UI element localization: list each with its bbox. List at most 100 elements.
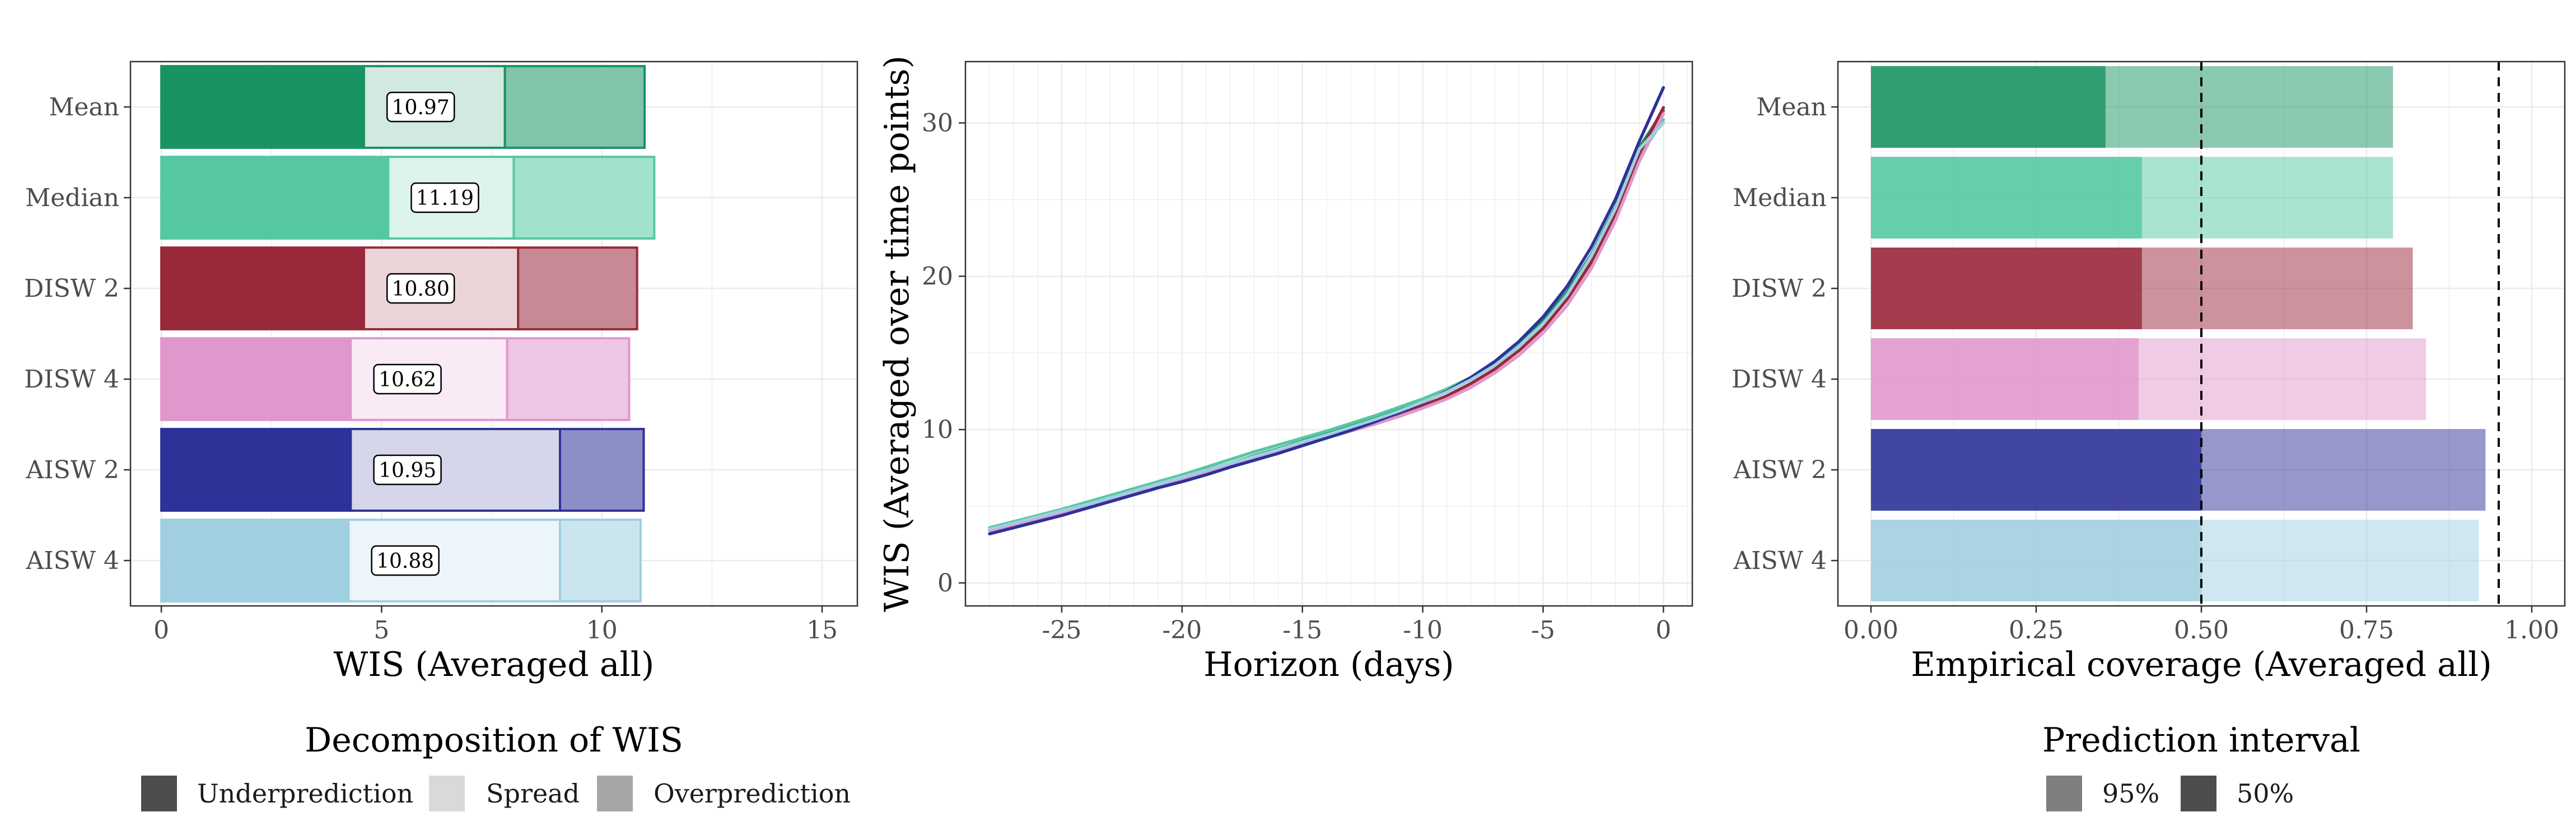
y-tick-label: 20 (922, 262, 953, 291)
y-tick-aisw-2: AISW 2 (25, 456, 119, 484)
coverage-panel-reference-lines (2200, 62, 2500, 606)
bar-mean-50 (1871, 66, 2106, 148)
data-label-text: 10.88 (376, 550, 434, 573)
bar-disw-2-overprediction (517, 246, 638, 330)
horizon-panel-background (965, 62, 1692, 606)
bar-disw-2-50 (1871, 248, 2142, 329)
data-label-text: 10.80 (392, 278, 450, 301)
horizon-panel-y-ticks: 0 10 20 30 (922, 109, 965, 598)
data-label-box (373, 363, 442, 395)
x-tick-label: -25 (1042, 616, 1081, 645)
x-tick-label: 5 (374, 616, 389, 645)
coverage-legend-title: Prediction interval (2042, 721, 2360, 760)
wis-panel-border (129, 60, 858, 607)
y-tick-disw-2: DISW 2 (1732, 274, 1827, 303)
y-tick-mean: Mean (49, 93, 119, 122)
line-series-6 (988, 121, 1665, 531)
y-tick-aisw-4: AISW 4 (25, 547, 119, 575)
y-tick-aisw-4: AISW 4 (1733, 547, 1827, 575)
data-label-box (373, 454, 442, 486)
legend-swatch-95 (2046, 776, 2082, 811)
legend-label-spread: Spread (486, 778, 580, 809)
wis-horizon-panel: -25 -20 -15 -10 -5 0 0 10 20 30 Horizon (days) W… (878, 55, 1693, 684)
y-tick-median: Median (1733, 184, 1827, 212)
data-label-box (386, 273, 455, 304)
x-tick-label: -15 (1282, 616, 1322, 645)
data-label-aisw-2: 10.95 (373, 454, 442, 486)
bar-mean-underprediction (160, 65, 365, 149)
x-tick-label: 0.25 (2009, 616, 2064, 645)
x-tick-label: -10 (1403, 616, 1443, 645)
y-tick-disw-4: DISW 4 (1732, 365, 1827, 394)
data-label-box (410, 182, 479, 213)
wis-panel-background (130, 62, 857, 606)
wis-panel-data-labels: 10.97 11.19 10.80 10.62 10.95 10.88 (371, 91, 479, 576)
data-label-disw-4: 10.62 (373, 363, 442, 395)
data-label-box (371, 545, 440, 576)
bar-median-50 (1871, 157, 2142, 239)
y-tick-label: 0 (937, 569, 953, 598)
data-label-text: 11.19 (416, 187, 474, 210)
bar-median-underprediction (160, 156, 390, 240)
bar-aisw-4-50 (1871, 520, 2201, 601)
data-label-median: 11.19 (410, 182, 479, 213)
legend-label-95: 95% (2102, 778, 2159, 809)
horizon-panel-x-title: Horizon (days) (1203, 645, 1454, 684)
y-tick-label: 10 (922, 416, 953, 444)
x-tick-label: 0.75 (2339, 616, 2394, 645)
coverage-panel-y-ticks: Mean Median DISW 2 DISW 4 AISW 2 AISW 4 (1732, 93, 1838, 575)
bar-disw-4-overprediction (506, 337, 631, 421)
y-tick-aisw-2: AISW 2 (1733, 456, 1827, 484)
x-tick-label: -5 (1531, 616, 1555, 645)
horizon-panel-border (964, 60, 1693, 607)
bar-disw-4-underprediction (160, 337, 352, 421)
bar-aisw-2-50 (1871, 429, 2201, 511)
bar-aisw-4-underprediction (160, 519, 350, 603)
data-label-text: 10.97 (392, 96, 450, 119)
bar-aisw-2-underprediction (160, 428, 352, 512)
x-tick-label: 1.00 (2504, 616, 2559, 645)
coverage-panel-x-ticks: 0.00 0.25 0.50 0.75 1.00 (1844, 606, 2559, 645)
wis-panel-x-ticks: 0 5 10 15 (153, 606, 838, 645)
y-tick-median: Median (25, 184, 119, 212)
legend-label-underprediction: Underprediction (197, 778, 413, 809)
data-label-mean: 10.97 (386, 91, 455, 123)
bar-median-overprediction (512, 156, 656, 240)
data-label-text: 10.95 (379, 459, 436, 482)
data-label-text: 10.62 (379, 368, 436, 391)
legend-label-overprediction: Overprediction (654, 778, 851, 809)
wis-legend-title: Decomposition of WIS (305, 721, 683, 760)
x-tick-label: 0.50 (2174, 616, 2229, 645)
line-series-5 (988, 86, 1665, 536)
y-tick-mean: Mean (1756, 93, 1827, 122)
horizon-panel-y-title: WIS (Averaged over time points) (878, 55, 917, 612)
data-label-box (386, 91, 455, 123)
bar-aisw-4-overprediction (559, 519, 642, 603)
x-tick-label: -20 (1162, 616, 1202, 645)
x-tick-label: 0.00 (1844, 616, 1898, 645)
legend-swatch-spread (429, 776, 465, 811)
x-tick-label: 10 (586, 616, 618, 645)
coverage-panel-bars (1871, 66, 2486, 601)
legend-swatch-underprediction (141, 776, 177, 811)
wis-panel-x-title: WIS (Averaged all) (334, 645, 655, 684)
coverage-legend: Prediction interval 95% 50% (2042, 721, 2360, 811)
wis-panel-y-ticks: Mean Median DISW 2 DISW 4 AISW 2 AISW 4 (24, 93, 130, 575)
y-tick-disw-4: DISW 4 (24, 365, 119, 394)
data-label-disw-2: 10.80 (386, 273, 455, 304)
horizon-panel-x-ticks: -25 -20 -15 -10 -5 0 (1042, 606, 1671, 645)
bar-mean-overprediction (503, 65, 646, 149)
bar-disw-4-50 (1871, 338, 2139, 420)
y-tick-label: 30 (922, 109, 953, 138)
bar-aisw-2-overprediction (559, 428, 645, 512)
data-label-aisw-4: 10.88 (371, 545, 440, 576)
x-tick-label: 0 (1655, 616, 1671, 645)
y-tick-disw-2: DISW 2 (24, 274, 119, 303)
horizon-panel-grid (965, 62, 1692, 606)
legend-label-50: 50% (2237, 778, 2294, 809)
wis-legend: Decomposition of WIS Underprediction Spr… (141, 721, 851, 811)
legend-swatch-50 (2181, 776, 2216, 811)
coverage-panel-x-title: Empirical coverage (Averaged all) (1911, 645, 2492, 684)
